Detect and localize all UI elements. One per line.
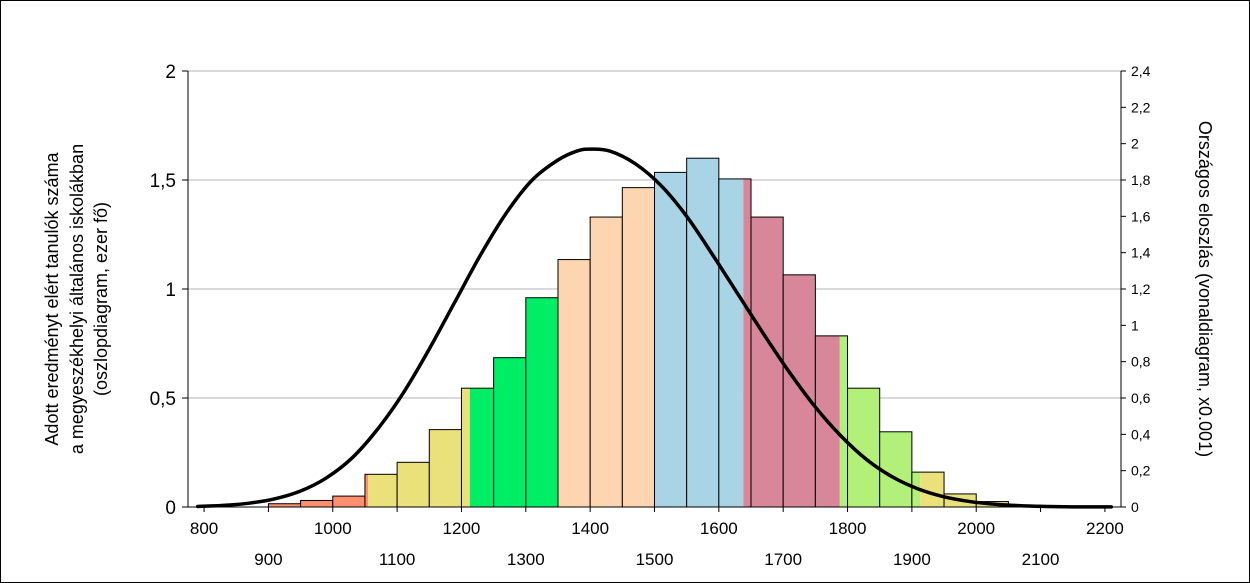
distribution-line-group — [195, 147, 1114, 509]
y2-tick-label: 1 — [1131, 317, 1139, 333]
bar-segment — [751, 217, 784, 507]
x-tick-label: 800 — [190, 519, 218, 538]
y-tick-label: 2 — [165, 62, 176, 83]
bar-segment — [920, 472, 945, 507]
bar-segment — [461, 388, 470, 507]
bar-segment — [469, 388, 494, 507]
x-tick-label: 2000 — [957, 519, 995, 538]
bar-segment — [493, 357, 526, 507]
bar — [782, 274, 816, 508]
y2-tick-label: 2,4 — [1131, 63, 1151, 79]
x-tick-label: 1700 — [764, 550, 802, 569]
x-tick-label: 1600 — [700, 519, 738, 538]
x-tick-label: 1900 — [893, 550, 931, 569]
x-tick-label: 2200 — [1086, 519, 1124, 538]
y2-tick-label: 2,2 — [1131, 99, 1151, 115]
distribution-line — [195, 147, 1114, 509]
bar — [589, 216, 623, 508]
y2-tick-label: 0 — [1131, 499, 1139, 515]
y-tick-label: 1 — [165, 280, 176, 301]
x-tick-label: 1800 — [829, 519, 867, 538]
bar-segment — [622, 187, 655, 507]
bar-segment — [590, 217, 623, 507]
bar — [718, 178, 752, 508]
y2-tick-label: 1,4 — [1131, 245, 1151, 261]
x-tick-label: 900 — [254, 550, 282, 569]
y2-tick-label: 0,2 — [1131, 463, 1151, 479]
bar — [493, 357, 527, 508]
x-tick-label: 1400 — [571, 519, 609, 538]
bar-segment — [397, 462, 430, 507]
x-tick-label: 2100 — [1022, 550, 1060, 569]
axis-labels: 0 0,5 1 1,5 2 0 0,2 0,4 0,6 0,8 1 1,2 1,4 1,6 1,8 2 2,2 2… — [42, 62, 1215, 569]
y-tick-label: 1,5 — [150, 171, 176, 192]
y2-tick-label: 2 — [1131, 136, 1139, 152]
y-axis-title-line: (oszlopdiagram, ezer fő) — [91, 202, 111, 396]
bar-segment — [332, 496, 365, 507]
y2-axis-title: Országos eloszlás (vonaldiagram, x0.001) — [1195, 121, 1215, 457]
y2-tick-label: 1,8 — [1131, 172, 1151, 188]
bar-segment — [364, 474, 369, 507]
bar-segment — [557, 259, 591, 507]
bar-segment — [654, 172, 687, 507]
bar — [332, 495, 366, 508]
bar — [460, 387, 495, 508]
bar-segment — [525, 297, 558, 507]
bar-segment — [300, 500, 333, 507]
bar — [525, 297, 559, 508]
bar-segment — [686, 158, 719, 507]
y-tick-label: 0 — [165, 498, 176, 519]
bar-segment — [879, 431, 912, 507]
bar — [396, 461, 430, 508]
bar — [879, 431, 913, 508]
bar-segment — [429, 429, 462, 507]
bar-segment — [783, 274, 816, 507]
x-tick-label: 1500 — [636, 550, 674, 569]
axes — [182, 70, 1126, 512]
bar-segment — [743, 178, 752, 507]
bar — [428, 429, 462, 508]
x-tick-label: 1200 — [443, 519, 481, 538]
x-tick-label: 1100 — [379, 550, 416, 569]
bar — [750, 216, 784, 508]
y-tick-label: 0,5 — [150, 389, 176, 410]
x-tick-label: 1300 — [507, 550, 545, 569]
bar — [300, 499, 334, 508]
bar — [621, 187, 655, 508]
bar-segment — [268, 503, 301, 507]
x-tick-label: 1000 — [314, 519, 352, 538]
y2-tick-label: 0,4 — [1131, 426, 1151, 442]
y2-tick-label: 0,8 — [1131, 354, 1151, 370]
bar-segment — [368, 474, 398, 507]
y-axis-title-line: a megyeszékhelyi általános iskolákban — [67, 144, 87, 454]
bar — [654, 171, 688, 508]
bars — [267, 157, 1042, 508]
y2-tick-label: 0,6 — [1131, 390, 1151, 406]
bar-segment — [718, 178, 744, 507]
y2-tick-label: 1,2 — [1131, 281, 1151, 297]
bar — [364, 473, 398, 508]
bar — [557, 259, 591, 508]
bar — [686, 157, 720, 508]
y-axis-title-line: Adott eredményt elért tanulók száma — [42, 151, 62, 445]
bar — [814, 335, 849, 508]
bar-segment — [839, 335, 848, 507]
y2-tick-label: 1,6 — [1131, 208, 1151, 224]
